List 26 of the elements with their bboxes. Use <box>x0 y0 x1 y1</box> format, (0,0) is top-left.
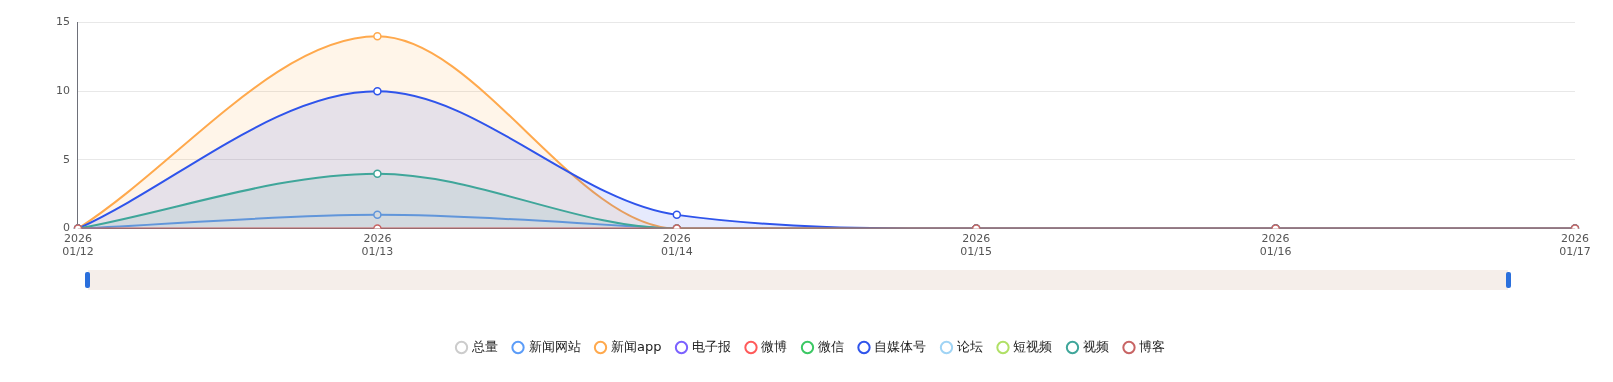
legend-label: 总量 <box>471 338 499 354</box>
x-tick-label: 2026 01/12 <box>62 232 94 259</box>
point <box>373 169 382 178</box>
legend-label: 视频 <box>1082 338 1109 354</box>
legend-label: 新闻网站 <box>528 338 581 354</box>
x-tick-label: 2026 01/15 <box>960 232 993 259</box>
legend-label: 微博 <box>761 338 788 354</box>
x-tick-label: 2026 01/13 <box>361 232 394 259</box>
x-tick-label: 2026 01/16 <box>1259 232 1292 259</box>
legend-label: 微信 <box>817 338 844 354</box>
y-tick-label: 0 <box>63 221 70 235</box>
point <box>373 210 382 220</box>
y-tick-label: 10 <box>56 84 70 98</box>
legend-label: 论坛 <box>956 338 983 354</box>
point <box>373 87 382 96</box>
x-tick-label: 2026 01/17 <box>1559 232 1591 259</box>
x-tick-label: 2026 01/14 <box>660 232 693 259</box>
point <box>373 32 382 41</box>
legend-label: 短视频 <box>1013 338 1053 354</box>
y-tick-label: 15 <box>56 15 70 29</box>
legend-label: 新闻app <box>611 338 662 354</box>
legend-label: 电子报 <box>691 338 731 354</box>
legend-label: 自媒体号 <box>874 338 927 354</box>
point <box>672 210 682 220</box>
y-tick-label: 5 <box>63 152 70 166</box>
legend-label: 博客 <box>1139 338 1166 354</box>
